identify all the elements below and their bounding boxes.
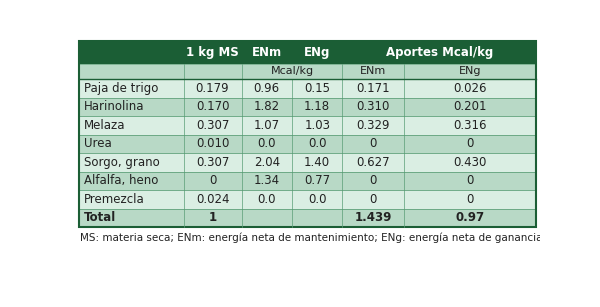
Bar (79, 172, 536, 190)
Text: 0.329: 0.329 (356, 119, 390, 132)
Text: 0.201: 0.201 (454, 100, 487, 113)
Text: 0.179: 0.179 (196, 82, 229, 95)
Text: 1.18: 1.18 (304, 100, 330, 113)
Text: 0: 0 (467, 137, 474, 150)
Bar (79, 153, 536, 172)
Text: 1.40: 1.40 (304, 156, 330, 169)
Bar (79, 79, 536, 98)
Text: Sorgo, grano: Sorgo, grano (84, 156, 160, 169)
Bar (79, 116, 536, 135)
Text: 0.0: 0.0 (257, 137, 276, 150)
Text: ENg: ENg (304, 46, 331, 59)
Text: ENm: ENm (360, 67, 386, 76)
Text: Total: Total (84, 211, 116, 224)
Text: Melaza: Melaza (84, 119, 126, 132)
Text: 0.316: 0.316 (454, 119, 487, 132)
Bar (79, 208, 536, 227)
Text: 0.0: 0.0 (308, 137, 326, 150)
Text: 0: 0 (370, 137, 377, 150)
Text: 1.07: 1.07 (254, 119, 280, 132)
Bar (79, 64, 536, 79)
Text: 0.307: 0.307 (196, 119, 229, 132)
Text: Mcal/kg: Mcal/kg (271, 67, 314, 76)
Text: 0.0: 0.0 (308, 193, 326, 206)
Text: Premezcla: Premezcla (84, 193, 145, 206)
Text: 0.627: 0.627 (356, 156, 390, 169)
Text: Urea: Urea (84, 137, 112, 150)
Text: 1.439: 1.439 (355, 211, 392, 224)
Bar (79, 190, 536, 208)
Bar (79, 135, 536, 153)
Text: 0: 0 (467, 174, 474, 187)
Text: Paja de trigo: Paja de trigo (84, 82, 158, 95)
Text: MS: materia seca; ENm: energía neta de mantenimiento; ENg: energía neta de ganan: MS: materia seca; ENm: energía neta de m… (80, 233, 546, 243)
Text: 1.82: 1.82 (254, 100, 280, 113)
Text: 0.430: 0.430 (454, 156, 487, 169)
Text: ENg: ENg (459, 67, 482, 76)
Text: Harinolina: Harinolina (84, 100, 145, 113)
Text: 1: 1 (209, 211, 217, 224)
Text: Alfalfa, heno: Alfalfa, heno (84, 174, 158, 187)
Text: 0.15: 0.15 (304, 82, 330, 95)
Text: 1.34: 1.34 (254, 174, 280, 187)
Text: 0.77: 0.77 (304, 174, 330, 187)
Text: Aportes Mcal/kg: Aportes Mcal/kg (386, 46, 493, 59)
Bar (79, 41, 536, 64)
Text: 0.026: 0.026 (454, 82, 487, 95)
Text: 0.010: 0.010 (196, 137, 229, 150)
Text: 0.97: 0.97 (455, 211, 485, 224)
Text: 0.024: 0.024 (196, 193, 229, 206)
Bar (79, 41, 536, 227)
Text: 0: 0 (467, 193, 474, 206)
Text: 0.171: 0.171 (356, 82, 390, 95)
Text: 0: 0 (370, 193, 377, 206)
Text: 0.170: 0.170 (196, 100, 229, 113)
Text: 0: 0 (209, 174, 216, 187)
Bar (79, 98, 536, 116)
Text: 0.0: 0.0 (257, 193, 276, 206)
Text: 0.96: 0.96 (254, 82, 280, 95)
Text: 0.310: 0.310 (356, 100, 390, 113)
Text: 0: 0 (370, 174, 377, 187)
Text: ENm: ENm (252, 46, 282, 59)
Text: 2.04: 2.04 (254, 156, 280, 169)
Text: 0.307: 0.307 (196, 156, 229, 169)
Text: 1 kg MS: 1 kg MS (186, 46, 239, 59)
Text: 1.03: 1.03 (304, 119, 330, 132)
